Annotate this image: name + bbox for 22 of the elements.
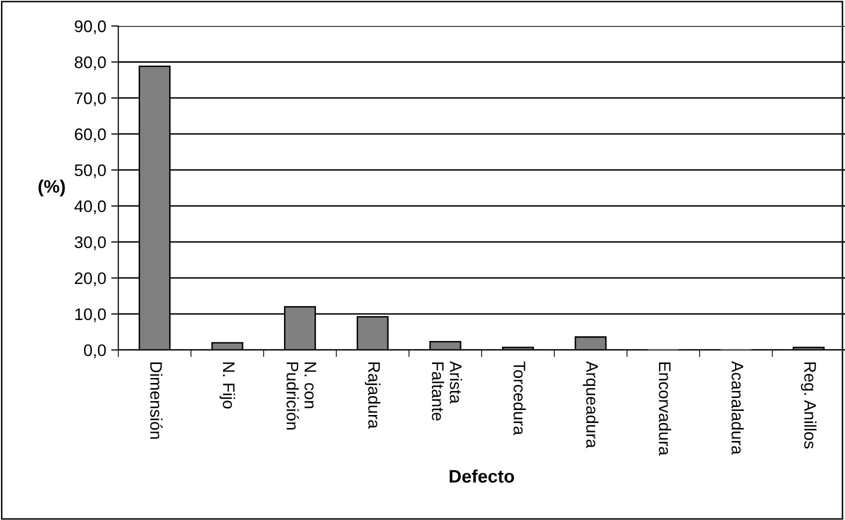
- x-tick-label: Arqueadura: [582, 361, 598, 448]
- x-tick-label: Torcedura: [514, 361, 526, 436]
- y-tick-label: 80,0: [74, 56, 106, 70]
- x-tick-label: Encorvadura: [658, 362, 672, 456]
- x-tick-label: N. Fijo: [220, 362, 236, 409]
- y-tick-label: 40,0: [74, 200, 106, 214]
- x-tick-label: N. con Pudrición: [286, 362, 316, 430]
- x-tick-label: Acanaladura: [732, 361, 744, 455]
- y-tick-label: 20,0: [74, 272, 106, 286]
- y-axis-title: (%): [38, 180, 65, 196]
- x-tick-label: Reg. Anillos: [800, 362, 816, 448]
- y-tick-label: 70,0: [74, 92, 106, 106]
- x-tick-label: Dimensión: [150, 362, 163, 439]
- y-tick-label: 10,0: [75, 308, 106, 322]
- x-tick-label: Rajadura: [364, 362, 380, 429]
- y-tick-label: 60,0: [74, 128, 106, 142]
- y-tick-label: 90,0: [74, 20, 106, 34]
- y-tick-label: 50,0: [74, 164, 106, 178]
- x-axis-title: Defecto: [450, 469, 514, 483]
- y-tick-label: 0,0: [84, 344, 106, 358]
- y-tick-label: 30,0: [74, 236, 106, 250]
- x-tick-label: Arista Faltante: [432, 361, 462, 421]
